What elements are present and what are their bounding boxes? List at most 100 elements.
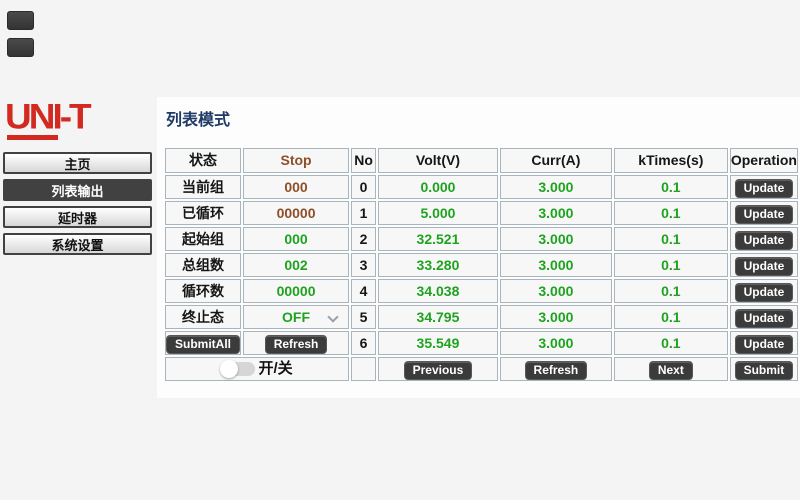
status-label-cell: 循环数 — [165, 279, 241, 303]
sidebar-item-home[interactable]: 主页 — [3, 152, 152, 174]
power-toggle-label: 开/关 — [258, 360, 293, 377]
status-label-cell: 已循环 — [165, 201, 241, 225]
table-row: 当前组 000 0 0.000 3.000 0.1 Update — [165, 175, 798, 199]
top-bar-button-1[interactable] — [7, 11, 34, 30]
no-cell: 1 — [351, 201, 376, 225]
submit-button[interactable]: Submit — [734, 360, 794, 380]
update-button[interactable]: Update — [734, 230, 794, 250]
table-row: 总组数 002 3 33.280 3.000 0.1 Update — [165, 253, 798, 277]
empty-no-cell — [351, 357, 376, 381]
ktimes-cell: 0.1 — [613, 253, 728, 277]
status-label-cell: 总组数 — [165, 253, 241, 277]
operation-cell: Update — [729, 227, 798, 251]
ktimes-cell: 0.1 — [613, 227, 728, 251]
status-label-cell: 当前组 — [165, 175, 241, 199]
end-state-value: OFF — [282, 309, 311, 325]
volt-cell: 0.000 — [378, 175, 498, 199]
sidebar-item-label: 主页 — [64, 156, 91, 172]
sidebar-item-label: 延时器 — [57, 210, 97, 226]
no-cell: 4 — [351, 279, 376, 303]
update-button[interactable]: Update — [734, 204, 794, 224]
current-group-value: 000 — [243, 175, 350, 199]
submit-cell: Submit — [729, 357, 798, 381]
logo-underline — [7, 135, 58, 140]
next-cell: Next — [613, 357, 728, 381]
loop-count-value: 00000 — [243, 279, 350, 303]
no-cell: 2 — [351, 227, 376, 251]
col-header-volt: Volt(V) — [378, 148, 498, 173]
ktimes-cell: 0.1 — [613, 305, 728, 329]
no-cell: 0 — [351, 175, 376, 199]
table-row: 起始组 000 2 32.521 3.000 0.1 Update — [165, 227, 798, 251]
curr-cell: 3.000 — [499, 279, 612, 303]
ktimes-cell: 0.1 — [613, 331, 728, 355]
power-toggle-cell: 开/关 — [165, 357, 350, 381]
col-header-no: No — [351, 148, 376, 173]
next-button[interactable]: Next — [648, 360, 693, 380]
operation-cell: Update — [729, 305, 798, 329]
update-button[interactable]: Update — [734, 256, 794, 276]
run-state-cell: Stop — [243, 148, 350, 173]
no-cell: 3 — [351, 253, 376, 277]
update-button[interactable]: Update — [734, 178, 794, 198]
end-state-select[interactable]: OFF — [243, 305, 350, 329]
previous-cell: Previous — [378, 357, 498, 381]
sidebar-item-label: 列表输出 — [51, 183, 104, 199]
toggle-knob-icon — [220, 360, 239, 378]
curr-cell: 3.000 — [499, 253, 612, 277]
curr-cell: 3.000 — [499, 227, 612, 251]
ktimes-cell: 0.1 — [613, 279, 728, 303]
curr-cell: 3.000 — [499, 331, 612, 355]
status-header-cell: 状态 — [165, 148, 241, 173]
volt-cell: 33.280 — [378, 253, 498, 277]
no-cell: 5 — [351, 305, 376, 329]
panel-refresh-button[interactable]: Refresh — [264, 334, 328, 354]
page-title: 列表模式 — [166, 112, 231, 129]
volt-cell: 35.549 — [378, 331, 498, 355]
table-row: 已循环 00000 1 5.000 3.000 0.1 Update — [165, 201, 798, 225]
list-mode-table: 状态 Stop No Volt(V) Curr(A) kTimes(s) Ope… — [163, 146, 800, 383]
chevron-down-icon — [327, 311, 339, 323]
operation-cell: Update — [729, 175, 798, 199]
sidebar-item-system-settings[interactable]: 系统设置 — [3, 233, 152, 255]
update-button[interactable]: Update — [734, 334, 794, 354]
refresh-button[interactable]: Refresh — [524, 360, 588, 380]
sidebar-item-delay-timer[interactable]: 延时器 — [3, 206, 152, 228]
update-button[interactable]: Update — [734, 282, 794, 302]
sidebar-item-label: 系统设置 — [51, 237, 104, 253]
submit-all-button[interactable]: SubmitAll — [166, 334, 240, 354]
table-row: 终止态 OFF 5 34.795 3.000 0.1 Update — [165, 305, 798, 329]
refresh-cell: Refresh — [499, 357, 612, 381]
top-bar-button-2[interactable] — [7, 38, 34, 57]
table-footer-row: 开/关 Previous Refresh Next Submit — [165, 357, 798, 381]
sidebar-item-list-output[interactable]: 列表输出 — [3, 179, 152, 201]
start-group-value: 000 — [243, 227, 350, 251]
volt-cell: 32.521 — [378, 227, 498, 251]
submit-all-cell: SubmitAll — [165, 331, 241, 355]
curr-cell: 3.000 — [499, 175, 612, 199]
table-row: SubmitAll Refresh 6 35.549 3.000 0.1 Upd… — [165, 331, 798, 355]
col-header-ktimes: kTimes(s) — [613, 148, 728, 173]
status-label-cell: 起始组 — [165, 227, 241, 251]
panel-refresh-cell: Refresh — [243, 331, 350, 355]
no-cell: 6 — [351, 331, 376, 355]
operation-cell: Update — [729, 201, 798, 225]
col-header-operation: Operation — [729, 148, 798, 173]
curr-cell: 3.000 — [499, 305, 612, 329]
previous-button[interactable]: Previous — [403, 360, 473, 380]
volt-cell: 34.795 — [378, 305, 498, 329]
ktimes-cell: 0.1 — [613, 175, 728, 199]
ktimes-cell: 0.1 — [613, 201, 728, 225]
table-header-row: 状态 Stop No Volt(V) Curr(A) kTimes(s) Ope… — [165, 148, 798, 173]
power-toggle[interactable] — [220, 360, 256, 378]
uni-t-logo: UNI-T — [5, 97, 92, 137]
operation-cell: Update — [729, 331, 798, 355]
curr-cell: 3.000 — [499, 201, 612, 225]
cycled-count-value: 00000 — [243, 201, 350, 225]
operation-cell: Update — [729, 253, 798, 277]
update-button[interactable]: Update — [734, 308, 794, 328]
col-header-curr: Curr(A) — [499, 148, 612, 173]
volt-cell: 34.038 — [378, 279, 498, 303]
table-row: 循环数 00000 4 34.038 3.000 0.1 Update — [165, 279, 798, 303]
status-label-cell: 终止态 — [165, 305, 241, 329]
